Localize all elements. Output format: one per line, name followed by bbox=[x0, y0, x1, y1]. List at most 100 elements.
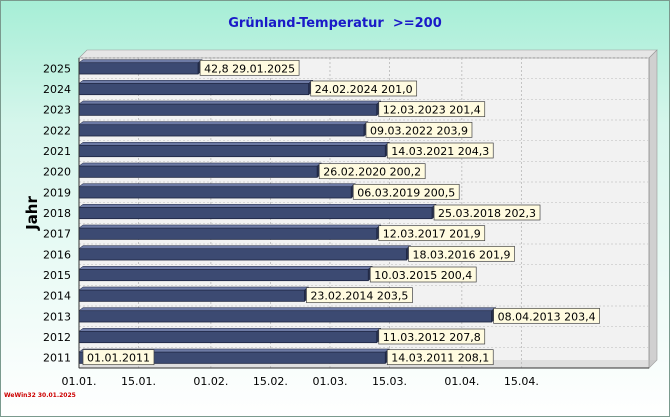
bar-top bbox=[78, 142, 391, 146]
y-tick-label: 2011 bbox=[43, 352, 71, 365]
bar-group bbox=[78, 245, 412, 261]
start-label: 01.01.2011 bbox=[82, 349, 155, 366]
data-label-box bbox=[318, 163, 426, 180]
data-label: 06.03.2019 200,5 bbox=[352, 183, 460, 200]
bar bbox=[78, 289, 305, 302]
bar-group bbox=[78, 162, 322, 178]
bar-group bbox=[78, 286, 310, 302]
bar-top bbox=[78, 245, 412, 249]
y-tick-label: 2015 bbox=[43, 269, 71, 282]
data-label-text: 25.03.2018 202,3 bbox=[438, 207, 536, 220]
data-label-box bbox=[365, 121, 473, 138]
bar bbox=[78, 103, 378, 116]
data-label-text: 24.02.2024 201,0 bbox=[315, 83, 413, 96]
bar bbox=[78, 330, 378, 344]
y-tick-label: 2019 bbox=[43, 186, 71, 199]
data-label-text: 10.03.2015 200,4 bbox=[374, 269, 472, 282]
data-label-box bbox=[310, 80, 418, 97]
data-label: 24.02.2024 201,0 bbox=[310, 80, 418, 97]
y-tick-label: 2013 bbox=[43, 310, 71, 323]
bar-group bbox=[78, 348, 391, 364]
bar bbox=[78, 227, 378, 240]
x-tick-label: 01.03. bbox=[312, 375, 347, 388]
bar bbox=[78, 268, 369, 282]
data-label: 18.03.2016 201,9 bbox=[408, 245, 515, 262]
data-label-box bbox=[378, 101, 486, 118]
data-label: 08.04.2013 203,4 bbox=[493, 307, 600, 324]
bar bbox=[78, 310, 493, 323]
plot-side-face bbox=[648, 49, 658, 369]
bar-top bbox=[78, 162, 322, 167]
data-label-box bbox=[493, 307, 600, 324]
start-label-box bbox=[82, 349, 155, 366]
data-label: 14.03.2011 208,1 bbox=[386, 349, 494, 366]
bar-group bbox=[78, 121, 369, 137]
bar-group bbox=[78, 307, 497, 323]
bar-group bbox=[78, 224, 382, 240]
data-label: 25.03.2018 202,3 bbox=[433, 204, 541, 221]
bar-top bbox=[78, 307, 497, 311]
y-tick-label: 2018 bbox=[43, 207, 71, 220]
bar bbox=[78, 186, 352, 199]
bar-top bbox=[78, 121, 369, 125]
bar-group bbox=[78, 183, 356, 199]
data-label-box bbox=[386, 142, 494, 159]
data-label-text: 18.03.2016 201,9 bbox=[413, 248, 511, 261]
bar-top bbox=[78, 204, 437, 208]
bar-group bbox=[78, 327, 382, 344]
footer-note: WeWin32 30.01.2025 bbox=[4, 392, 76, 399]
chart-title: Grünland-Temperatur >=200 bbox=[228, 16, 442, 31]
data-label-text: 06.03.2019 200,5 bbox=[357, 186, 455, 199]
bar bbox=[78, 248, 407, 261]
bar-top bbox=[78, 59, 203, 63]
y-tick-label: 2017 bbox=[43, 228, 71, 241]
bar-group bbox=[78, 100, 382, 116]
x-tick-label: 15.03. bbox=[372, 375, 407, 388]
x-tick-label: 01.02. bbox=[193, 375, 228, 388]
y-tick-label: 2016 bbox=[43, 248, 71, 261]
data-label-text: 09.03.2022 203,9 bbox=[370, 124, 468, 137]
bar bbox=[78, 124, 365, 137]
data-label-box bbox=[378, 328, 486, 345]
x-tick-label: 01.04. bbox=[444, 375, 479, 388]
x-tick-label: 15.01. bbox=[121, 375, 156, 388]
data-label-text: 23.02.2014 203,5 bbox=[310, 290, 408, 303]
y-tick-label: 2014 bbox=[43, 290, 71, 303]
data-label: 11.03.2012 207,8 bbox=[378, 328, 486, 345]
data-label-text: 14.03.2011 208,1 bbox=[391, 352, 489, 365]
bar-group bbox=[78, 203, 437, 220]
bar-group bbox=[78, 141, 391, 158]
plot-top-face bbox=[78, 49, 658, 59]
y-tick-label: 2024 bbox=[43, 83, 71, 96]
bar bbox=[78, 144, 386, 158]
data-label: 12.03.2017 201,9 bbox=[378, 225, 486, 242]
bar-top bbox=[78, 224, 382, 229]
data-label: 14.03.2021 204,3 bbox=[386, 142, 494, 159]
data-label-text: 14.03.2021 204,3 bbox=[391, 145, 489, 158]
y-tick-label: 2020 bbox=[43, 166, 71, 179]
data-label-box bbox=[433, 204, 541, 221]
bar bbox=[78, 165, 318, 178]
data-label-text: 12.03.2023 201,4 bbox=[383, 104, 481, 117]
y-tick-label: 2012 bbox=[43, 331, 71, 344]
data-label: 23.02.2014 203,5 bbox=[306, 287, 413, 304]
data-label-box bbox=[352, 183, 460, 200]
start-label-text: 01.01.2011 bbox=[87, 352, 150, 365]
bar bbox=[78, 62, 199, 75]
x-tick-label: 15.04. bbox=[504, 375, 539, 388]
y-tick-label: 2023 bbox=[43, 104, 71, 117]
y-tick-label: 2021 bbox=[43, 145, 71, 158]
y-axis-label: Jahr bbox=[23, 196, 41, 231]
data-label: 26.02.2020 200,2 bbox=[318, 163, 426, 180]
bar-top bbox=[78, 183, 356, 187]
data-label-text: 08.04.2013 203,4 bbox=[498, 310, 596, 323]
data-label-box bbox=[408, 245, 515, 262]
data-label: 09.03.2022 203,9 bbox=[365, 121, 473, 138]
data-label-box bbox=[306, 287, 413, 304]
bar-top bbox=[78, 328, 382, 332]
bar-group bbox=[78, 265, 374, 282]
data-label-box bbox=[199, 59, 300, 76]
data-label-box bbox=[369, 266, 477, 283]
